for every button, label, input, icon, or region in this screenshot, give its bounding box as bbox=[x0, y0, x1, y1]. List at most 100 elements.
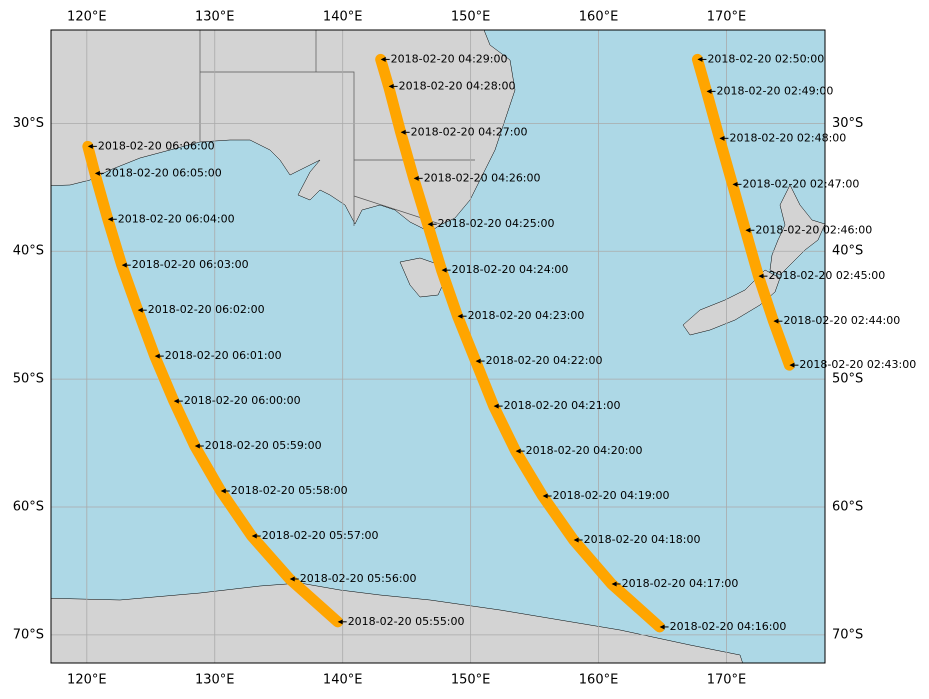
ground-track bbox=[82, 140, 344, 628]
annotation-label: 2018-02-20 04:19:00 bbox=[553, 489, 670, 502]
arrow-head bbox=[173, 398, 179, 404]
annotation-label: 2018-02-20 04:24:00 bbox=[452, 263, 569, 276]
x-tick-label: 120°E bbox=[67, 673, 107, 688]
arrow-head bbox=[493, 403, 499, 409]
annotation-label: 2018-02-20 04:28:00 bbox=[399, 79, 516, 92]
annotation-label: 2018-02-20 04:17:00 bbox=[622, 577, 739, 590]
arrow-head bbox=[427, 221, 433, 227]
state-border bbox=[200, 71, 355, 226]
annotation-label: 2018-02-20 02:48:00 bbox=[729, 131, 846, 144]
arrow-head bbox=[441, 267, 447, 273]
australia bbox=[51, 30, 516, 233]
arrow-head bbox=[573, 537, 579, 543]
nz-south-island bbox=[682, 269, 781, 336]
arrow-head bbox=[107, 216, 113, 222]
nz-north-island bbox=[769, 184, 825, 276]
x-tick-label: 120°E bbox=[67, 10, 107, 25]
land bbox=[51, 30, 825, 663]
x-tick-label: 130°E bbox=[195, 10, 235, 25]
x-tick-label: 150°E bbox=[451, 10, 491, 25]
y-tick-label: 40°S bbox=[832, 244, 863, 259]
annotation-label: 2018-02-20 05:59:00 bbox=[205, 439, 322, 452]
arrow-head bbox=[388, 83, 394, 89]
arrow-head bbox=[789, 362, 795, 368]
annotation-label: 2018-02-20 04:26:00 bbox=[424, 171, 541, 184]
annotation-label: 2018-02-20 02:47:00 bbox=[743, 177, 860, 190]
annotation-label: 2018-02-20 05:55:00 bbox=[348, 615, 465, 628]
x-tick-label: 150°E bbox=[451, 673, 491, 688]
arrow-head bbox=[457, 313, 463, 319]
annotation-label: 2018-02-20 04:23:00 bbox=[468, 309, 585, 322]
annotation-label: 2018-02-20 05:57:00 bbox=[262, 529, 379, 542]
y-tick-label: 50°S bbox=[832, 372, 863, 387]
arrow-head bbox=[337, 619, 343, 625]
arrow-head bbox=[732, 181, 738, 187]
annotation-label: 2018-02-20 02:43:00 bbox=[799, 358, 916, 371]
arrow-head bbox=[697, 56, 703, 62]
annotation-label: 2018-02-20 04:22:00 bbox=[486, 354, 603, 367]
ground-track bbox=[691, 53, 795, 371]
arrow-head bbox=[94, 170, 100, 176]
annotation-label: 2018-02-20 02:44:00 bbox=[783, 314, 900, 327]
y-tick-label: 70°S bbox=[13, 627, 44, 642]
annotation-label: 2018-02-20 05:58:00 bbox=[231, 484, 348, 497]
y-tick-label: 60°S bbox=[832, 499, 863, 514]
frame bbox=[50, 29, 826, 664]
arrow-head bbox=[87, 143, 93, 149]
arrow-head bbox=[758, 273, 764, 279]
annotation-label: 2018-02-20 06:01:00 bbox=[165, 349, 282, 362]
annotation-label: 2018-02-20 04:16:00 bbox=[670, 620, 787, 633]
x-tick-label: 140°E bbox=[323, 673, 363, 688]
annotation-label: 2018-02-20 04:25:00 bbox=[438, 217, 555, 230]
arrow-head bbox=[542, 493, 548, 499]
arrow-head bbox=[154, 353, 160, 359]
ground-track bbox=[375, 53, 666, 633]
arrow-head bbox=[194, 443, 200, 449]
annotation-label: 2018-02-20 02:49:00 bbox=[717, 84, 834, 97]
x-tick-label: 160°E bbox=[579, 673, 619, 688]
arrow-head bbox=[251, 533, 257, 539]
y-tick-label: 70°S bbox=[832, 627, 863, 642]
arrow-head bbox=[121, 262, 127, 268]
annotation-label: 2018-02-20 06:05:00 bbox=[105, 166, 222, 179]
annotation-label: 2018-02-20 06:06:00 bbox=[98, 139, 215, 152]
x-tick-label: 140°E bbox=[323, 10, 363, 25]
annotation-label: 2018-02-20 04:20:00 bbox=[526, 444, 643, 457]
arrow-head bbox=[659, 624, 665, 630]
tracks bbox=[82, 53, 795, 633]
annotation-label: 2018-02-20 06:04:00 bbox=[118, 212, 235, 225]
tasmania bbox=[399, 257, 446, 298]
annotation-label: 2018-02-20 02:46:00 bbox=[755, 223, 872, 236]
x-tick-label: 170°E bbox=[707, 673, 747, 688]
y-tick-label: 50°S bbox=[13, 372, 44, 387]
arrow-head bbox=[400, 129, 406, 135]
arrow-head bbox=[745, 227, 751, 233]
arrow-head bbox=[220, 488, 226, 494]
x-tick-label: 170°E bbox=[707, 10, 747, 25]
x-tick-label: 160°E bbox=[579, 10, 619, 25]
arrow-head bbox=[289, 576, 295, 582]
arrow-head bbox=[719, 135, 725, 141]
annotation-label: 2018-02-20 05:56:00 bbox=[300, 572, 417, 585]
arrow-head bbox=[773, 318, 779, 324]
annotation-label: 2018-02-20 06:03:00 bbox=[132, 258, 249, 271]
annotation-label: 2018-02-20 04:18:00 bbox=[584, 533, 701, 546]
arrow-head bbox=[475, 358, 481, 364]
annotation-label: 2018-02-20 06:02:00 bbox=[148, 303, 265, 316]
arrow-head bbox=[706, 88, 712, 94]
x-tick-label: 130°E bbox=[195, 673, 235, 688]
annotation-label: 2018-02-20 04:27:00 bbox=[411, 125, 528, 138]
arrow-head bbox=[515, 448, 521, 454]
y-tick-label: 30°S bbox=[832, 116, 863, 131]
arrow-head bbox=[380, 56, 386, 62]
annotation-label: 2018-02-20 04:29:00 bbox=[391, 52, 508, 65]
y-tick-label: 40°S bbox=[13, 244, 44, 259]
arrow-head bbox=[413, 175, 419, 181]
y-tick-label: 30°S bbox=[13, 116, 44, 131]
annotation-label: 2018-02-20 06:00:00 bbox=[184, 394, 301, 407]
arrow-head bbox=[137, 307, 143, 313]
y-tick-label: 60°S bbox=[13, 499, 44, 514]
annotation-label: 2018-02-20 04:21:00 bbox=[504, 399, 621, 412]
annotation-label: 2018-02-20 02:45:00 bbox=[768, 269, 885, 282]
